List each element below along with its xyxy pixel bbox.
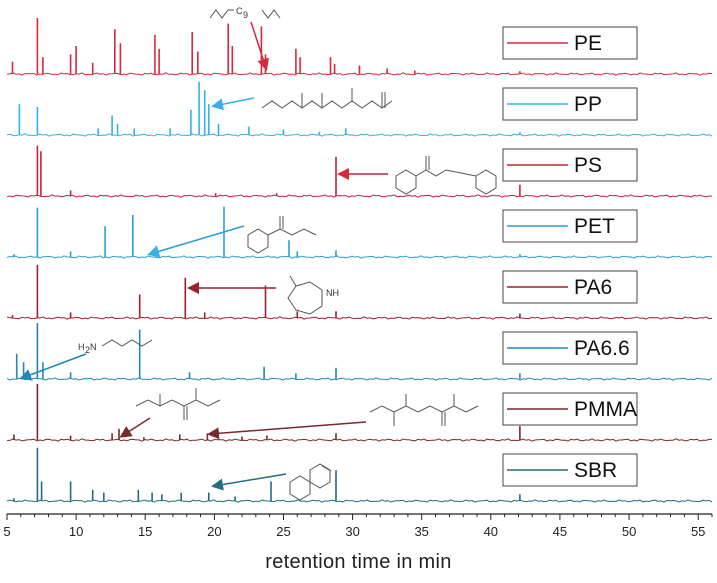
pa66-amine-n: N bbox=[90, 342, 97, 352]
pa66-amine-sub: 2 bbox=[85, 345, 90, 355]
pe-structure-subscript: 9 bbox=[243, 10, 248, 20]
pe-arrow bbox=[250, 21, 269, 71]
x-tick-label-10: 10 bbox=[69, 524, 83, 539]
pa66-amine-h: H bbox=[78, 342, 85, 352]
legend-pmma: PMMA bbox=[502, 392, 638, 426]
legend-sbr: SBR bbox=[502, 453, 638, 487]
legend-pet-label: PET bbox=[574, 215, 615, 238]
x-tick-label-15: 15 bbox=[138, 524, 152, 539]
pa66-structure: H 2 N bbox=[78, 339, 153, 355]
legend-pe: PE bbox=[502, 26, 638, 60]
x-tick-label-45: 45 bbox=[553, 524, 567, 539]
pa6-nh-label: NH bbox=[326, 288, 339, 298]
pe-structure: C 9 bbox=[209, 6, 281, 20]
legend-pa6-label: PA6 bbox=[574, 276, 612, 299]
legend-pe-box bbox=[502, 26, 638, 60]
pa6-structure: NH bbox=[287, 275, 339, 315]
trace-pp-baseline bbox=[6, 133, 713, 137]
trace-ps-baseline bbox=[6, 194, 713, 198]
legend-ps: PS bbox=[502, 148, 638, 182]
legend-ps-label: PS bbox=[574, 154, 602, 177]
trace-pmma-baseline bbox=[7, 438, 713, 442]
x-tick-label-50: 50 bbox=[622, 524, 636, 539]
legend-pa6: PA6 bbox=[502, 270, 638, 304]
legend-sbr-label: SBR bbox=[574, 459, 617, 482]
trace-pet-baseline bbox=[6, 255, 713, 259]
pmma-structure-1 bbox=[135, 388, 221, 420]
legend-pet: PET bbox=[502, 209, 638, 243]
pa66-arrow bbox=[19, 353, 87, 381]
x-tick-label-55: 55 bbox=[691, 524, 705, 539]
legend-pe-label: PE bbox=[574, 32, 602, 55]
x-tick-label-20: 20 bbox=[207, 524, 221, 539]
x-tick-label-40: 40 bbox=[484, 524, 498, 539]
trace-pa66-baseline bbox=[6, 377, 713, 381]
x-tick-label-25: 25 bbox=[276, 524, 290, 539]
pmma-structure-2 bbox=[369, 394, 479, 426]
legend-pp-label: PP bbox=[574, 93, 602, 116]
trace-pa6-baseline bbox=[6, 316, 713, 320]
legend-pa66-label: PA6.6 bbox=[574, 337, 630, 360]
sbr-structure bbox=[289, 463, 332, 501]
x-axis: 5 10 15 20 25 30 35 40 45 50 55 bbox=[3, 513, 713, 539]
structures-layer: C 9 bbox=[19, 6, 497, 501]
x-axis-title: retention time in min bbox=[265, 551, 452, 573]
sbr-arrow bbox=[211, 473, 287, 491]
pp-structure bbox=[261, 88, 393, 109]
pmma-arrow-1 bbox=[119, 417, 151, 438]
pmma-arrow-2 bbox=[207, 421, 367, 440]
legend-pp-box bbox=[502, 87, 638, 121]
x-tick-label-5: 5 bbox=[3, 524, 10, 539]
trace-sbr-baseline bbox=[6, 499, 713, 503]
legend-pa66: PA6.6 bbox=[502, 331, 638, 365]
legend-pmma-label: PMMA bbox=[574, 398, 637, 421]
trace-pe-baseline bbox=[6, 72, 713, 76]
legend-pp: PP bbox=[502, 87, 638, 121]
legend-layer: PE PP PS PET PA6 PA6.6 PMMA SBR bbox=[502, 26, 638, 487]
pet-structure bbox=[247, 216, 317, 254]
ps-structure bbox=[395, 156, 497, 195]
pet-arrow bbox=[147, 225, 245, 258]
x-tick-label-35: 35 bbox=[414, 524, 428, 539]
pe-structure-label: C bbox=[236, 6, 243, 16]
x-tick-label-30: 30 bbox=[345, 524, 359, 539]
traces-layer bbox=[6, 18, 713, 503]
pp-arrow bbox=[211, 97, 255, 111]
